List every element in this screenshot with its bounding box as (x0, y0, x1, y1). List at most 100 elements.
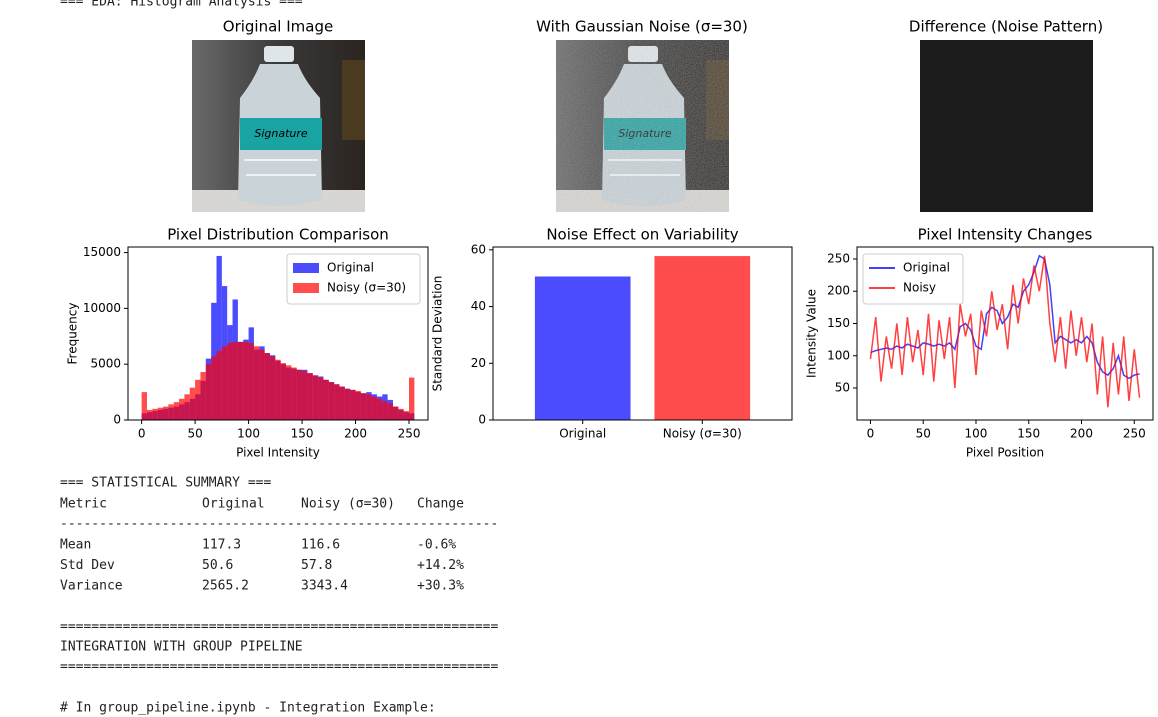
histogram-bar (328, 382, 335, 420)
x-tick-label: 150 (291, 427, 314, 441)
y-tick-label: 15000 (83, 245, 121, 259)
x-tick-label: 50 (187, 427, 202, 441)
histogram-bar (269, 356, 276, 420)
column-header: Original (202, 497, 265, 512)
y-tick-label: 150 (827, 316, 850, 330)
y-axis-label: Frequency (66, 303, 80, 365)
legend-label: Original (327, 261, 374, 275)
column-header: Metric (60, 497, 107, 512)
histogram-bar (221, 346, 228, 420)
histogram-bar (334, 384, 340, 420)
y-tick-label: 0 (478, 413, 486, 427)
x-tick-label: 0 (867, 427, 875, 441)
histogram-bar (339, 386, 345, 420)
histogram-bar (259, 349, 265, 420)
histogram-bar (307, 373, 313, 420)
histogram-bar (232, 341, 238, 420)
histogram-bar (157, 407, 164, 420)
y-tick-label: 0 (113, 413, 121, 427)
histogram-bar (200, 372, 206, 420)
legend: Original Noisy (σ=30) (286, 253, 421, 305)
histogram-bar (312, 375, 319, 420)
histogram-bar (275, 359, 281, 420)
y-axis-label: Intensity Value (805, 289, 819, 378)
histogram-bar (195, 379, 201, 420)
y-tick-label: 200 (827, 284, 850, 298)
table-cell: 3343.4 (301, 579, 348, 594)
histogram-bar (371, 396, 377, 420)
table-cell: 117.3 (202, 538, 241, 553)
x-tick-label: 100 (237, 427, 260, 441)
histogram-bar (248, 342, 254, 420)
legend-label: Original (903, 261, 950, 275)
histogram-bar (355, 390, 361, 420)
image-title: Original Image (223, 18, 333, 36)
table-cell: 116.6 (301, 538, 340, 553)
x-tick-label: 100 (965, 427, 988, 441)
table-cell: Mean (60, 538, 91, 553)
histogram-bar (366, 394, 372, 420)
table-cell: Std Dev (60, 558, 115, 573)
histogram-bar (350, 389, 356, 420)
bar (534, 276, 631, 420)
table-cell: -0.6% (417, 538, 456, 553)
column-header: Change (417, 497, 464, 512)
histogram-bar (205, 364, 212, 420)
legend-box (286, 253, 421, 305)
legend-swatch (293, 283, 319, 293)
histogram-bar (189, 387, 196, 420)
table-cell: 2565.2 (202, 579, 249, 594)
chart-title: Noise Effect on Variability (546, 226, 738, 244)
y-tick-label: 60 (471, 242, 486, 256)
y-tick-label: 40 (471, 299, 486, 313)
axes-frame (856, 246, 1154, 421)
histogram-bar (227, 342, 233, 420)
table-cell: +14.2% (417, 558, 464, 573)
image-title: With Gaussian Noise (σ=30) (536, 18, 748, 36)
histogram-bar (179, 398, 185, 420)
legend-label: Noisy (903, 281, 936, 295)
histogram-bar (146, 409, 153, 420)
histogram-bar (323, 379, 329, 420)
code-comment: # In group_pipeline.ipynb - Integration … (60, 701, 436, 716)
histogram-bar (184, 394, 190, 420)
section-header: === EDA: Histogram Analysis === (60, 0, 303, 10)
x-tick-label: 200 (1070, 427, 1093, 441)
histogram-bar (280, 363, 287, 420)
histogram-bar (216, 255, 222, 420)
x-tick-label: Original (559, 427, 606, 441)
histogram-bar (141, 392, 147, 420)
y-axis-label: Standard Deviation (431, 276, 445, 392)
histogram-bar (264, 353, 270, 420)
chart-title: Pixel Distribution Comparison (167, 226, 389, 244)
histogram-bar (163, 406, 169, 420)
histogram-bar (392, 406, 399, 420)
histogram-bar (296, 369, 303, 420)
chart: Noise Effect on Variability 0 20 40 60 Standa… (431, 226, 793, 441)
histogram-bar (398, 408, 404, 420)
rule: ========================================… (60, 660, 498, 675)
chart-title: Pixel Intensity Changes (918, 226, 1093, 244)
plot-area (141, 255, 415, 420)
original-image (192, 40, 365, 212)
noisy-image (556, 40, 729, 212)
y-tick-label: 10000 (83, 301, 121, 315)
section-title: INTEGRATION WITH GROUP PIPELINE (60, 640, 303, 655)
rule: ========================================… (60, 620, 498, 635)
x-tick-label: 50 (916, 427, 931, 441)
histogram-bar (216, 350, 222, 420)
x-tick-label: 0 (138, 427, 146, 441)
y-tick-label: 5000 (90, 357, 121, 371)
histogram-bar (168, 404, 174, 420)
histogram-bar (243, 341, 249, 420)
histogram-bar (403, 411, 410, 420)
legend: Original Noisy (862, 253, 964, 305)
histogram-bar (211, 356, 217, 420)
histogram-bar (302, 370, 308, 420)
histogram-bar (286, 365, 292, 420)
x-axis-label: Pixel Intensity (236, 446, 320, 460)
histogram-bar (152, 408, 158, 420)
histogram-bar (387, 403, 393, 420)
image-title: Difference (Noise Pattern) (909, 18, 1103, 36)
histogram-bar (318, 377, 324, 420)
